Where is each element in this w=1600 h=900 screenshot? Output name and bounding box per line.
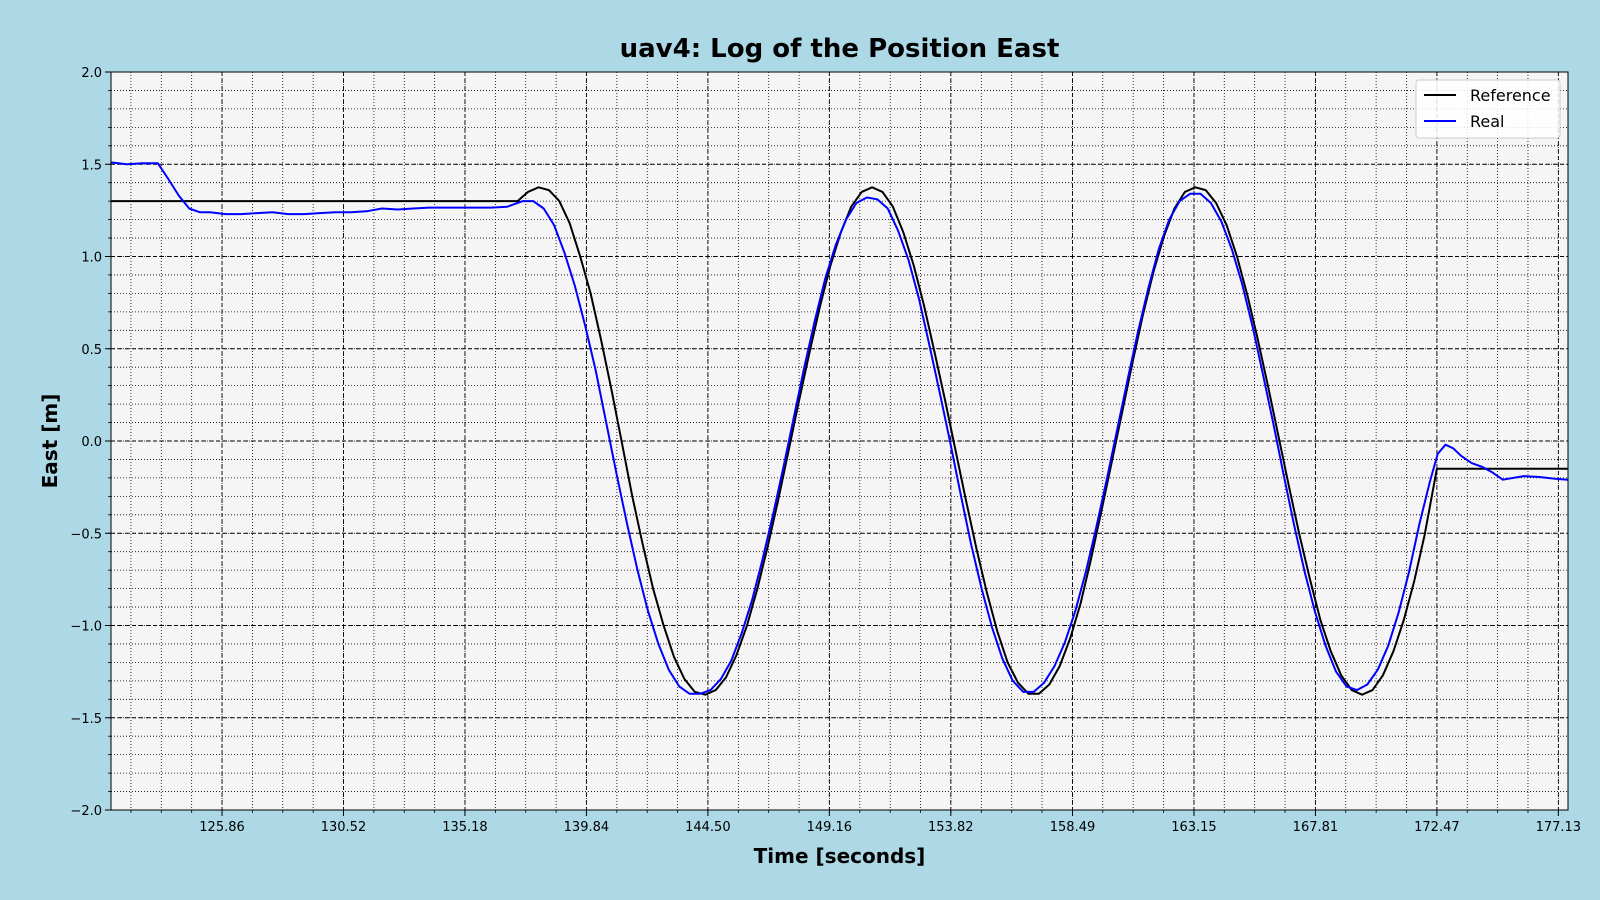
- legend-label-reference: Reference: [1470, 86, 1551, 105]
- series-layer: [110, 161, 1569, 696]
- x-tick-label: 144.50: [685, 820, 731, 835]
- y-tick-label: 1.0: [81, 251, 102, 266]
- x-tick-label: 158.49: [1050, 820, 1096, 835]
- y-tick-label: 2.0: [81, 66, 102, 81]
- series-line-reference: [111, 186, 1568, 696]
- y-axis-ticks: −2.0 −1.5 −1.0 −0.5 0.0 0.5 1.0 1.5 2.0: [70, 66, 111, 819]
- x-tick-label: 130.52: [321, 820, 367, 835]
- chart-title: uav4: Log of the Position East: [620, 34, 1060, 64]
- x-tick-label: 125.86: [199, 820, 245, 835]
- y-tick-label: −0.5: [70, 527, 102, 542]
- x-axis-label: Time [seconds]: [754, 844, 926, 868]
- x-axis-ticks: 125.86 130.52 135.18 139.84 144.50 149.16 153.…: [199, 810, 1581, 835]
- y-tick-label: 0.0: [81, 435, 102, 450]
- major-grid: [111, 71, 1568, 811]
- y-tick-label: −1.5: [70, 712, 102, 727]
- legend: Reference Real: [1415, 79, 1561, 139]
- y-tick-label: 1.5: [81, 158, 102, 173]
- y-tick-label: 0.5: [81, 343, 102, 358]
- x-tick-label: 135.18: [442, 820, 488, 835]
- x-tick-label: 172.47: [1414, 820, 1460, 835]
- x-tick-label: 149.16: [807, 820, 853, 835]
- x-tick-label: 163.15: [1171, 820, 1217, 835]
- x-tick-label: 153.82: [928, 820, 974, 835]
- series-line-real: [110, 161, 1569, 695]
- x-tick-label: 139.84: [564, 820, 610, 835]
- x-tick-label: 177.13: [1536, 820, 1582, 835]
- legend-label-real: Real: [1470, 112, 1505, 131]
- y-tick-label: −2.0: [70, 804, 102, 819]
- x-tick-label: 167.81: [1293, 820, 1339, 835]
- y-tick-label: −1.0: [70, 620, 102, 635]
- y-axis-label: East [m]: [38, 394, 62, 489]
